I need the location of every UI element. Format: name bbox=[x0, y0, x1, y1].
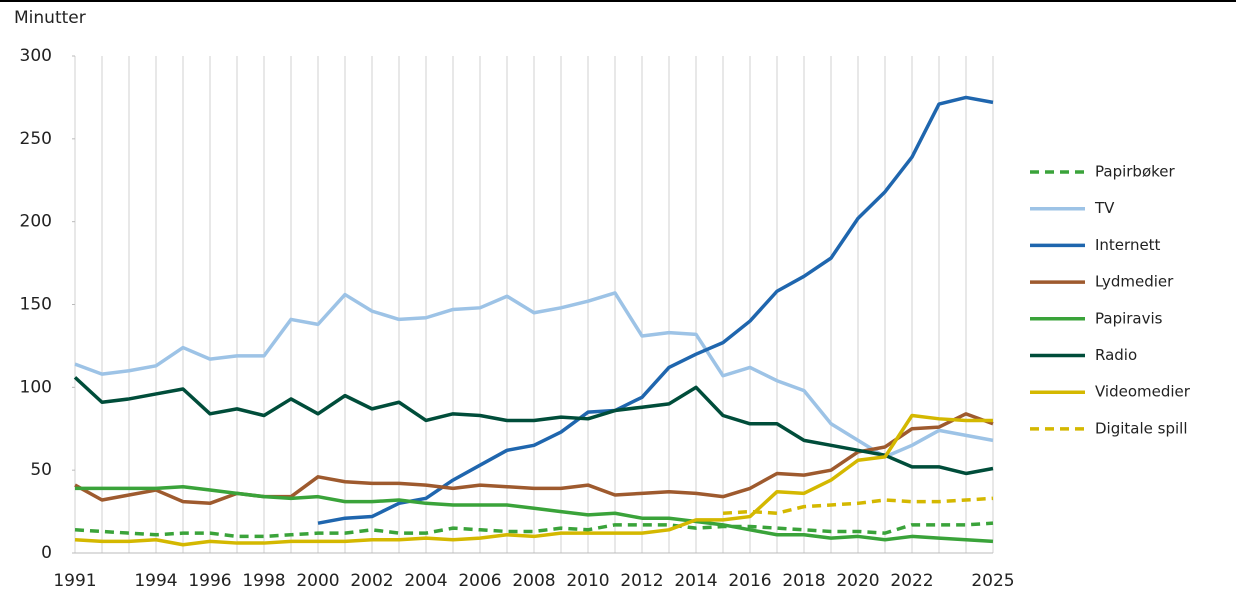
series-line bbox=[74, 413, 993, 547]
x-tick-label: 2006 bbox=[458, 571, 501, 591]
legend-label: Radio bbox=[1095, 346, 1137, 364]
series-line bbox=[73, 376, 994, 476]
x-tick-label: 1991 bbox=[53, 571, 96, 591]
x-tick-label: 2025 bbox=[971, 571, 1014, 591]
y-tick-label: 300 bbox=[20, 46, 52, 66]
x-tick-label: 2004 bbox=[404, 571, 447, 591]
series-line bbox=[722, 496, 994, 515]
y-tick-label: 100 bbox=[20, 377, 52, 397]
y-tick-label: 200 bbox=[20, 212, 52, 232]
x-tick-label: 1996 bbox=[188, 571, 231, 591]
series-line bbox=[75, 484, 994, 544]
x-tick-label: 2018 bbox=[782, 571, 825, 591]
legend-label: TV bbox=[1094, 199, 1115, 217]
y-tick-label: 250 bbox=[20, 129, 52, 149]
x-tick-label: 2016 bbox=[728, 571, 771, 591]
series-line bbox=[74, 521, 994, 539]
x-tick-label: 1994 bbox=[134, 571, 177, 591]
series-line bbox=[317, 95, 994, 525]
legend-label: Videomedier bbox=[1095, 383, 1191, 401]
series-line bbox=[74, 291, 994, 459]
x-tick-label: 1998 bbox=[242, 571, 285, 591]
x-tick-label: 2008 bbox=[512, 571, 555, 591]
y-tick-label: 150 bbox=[20, 295, 52, 315]
legend-label: Lydmedier bbox=[1095, 273, 1174, 291]
x-tick-label: 2002 bbox=[350, 571, 393, 591]
x-tick-label: 2014 bbox=[674, 571, 717, 591]
legend-label: Digitale spill bbox=[1095, 419, 1187, 437]
y-tick-label: 50 bbox=[30, 460, 52, 480]
y-axis-label: Minutter bbox=[14, 8, 86, 28]
y-tick-label: 0 bbox=[41, 543, 52, 563]
x-tick-label: 2020 bbox=[836, 571, 879, 591]
legend-label: Papiravis bbox=[1095, 309, 1163, 327]
x-tick-label: 2022 bbox=[890, 571, 933, 591]
series-line bbox=[74, 412, 994, 506]
x-tick-label: 2010 bbox=[566, 571, 609, 591]
legend-label: Internett bbox=[1095, 236, 1161, 254]
x-tick-label: 2012 bbox=[620, 571, 663, 591]
legend-label: Papirbøker bbox=[1095, 163, 1175, 181]
x-tick-label: 2000 bbox=[296, 571, 339, 591]
